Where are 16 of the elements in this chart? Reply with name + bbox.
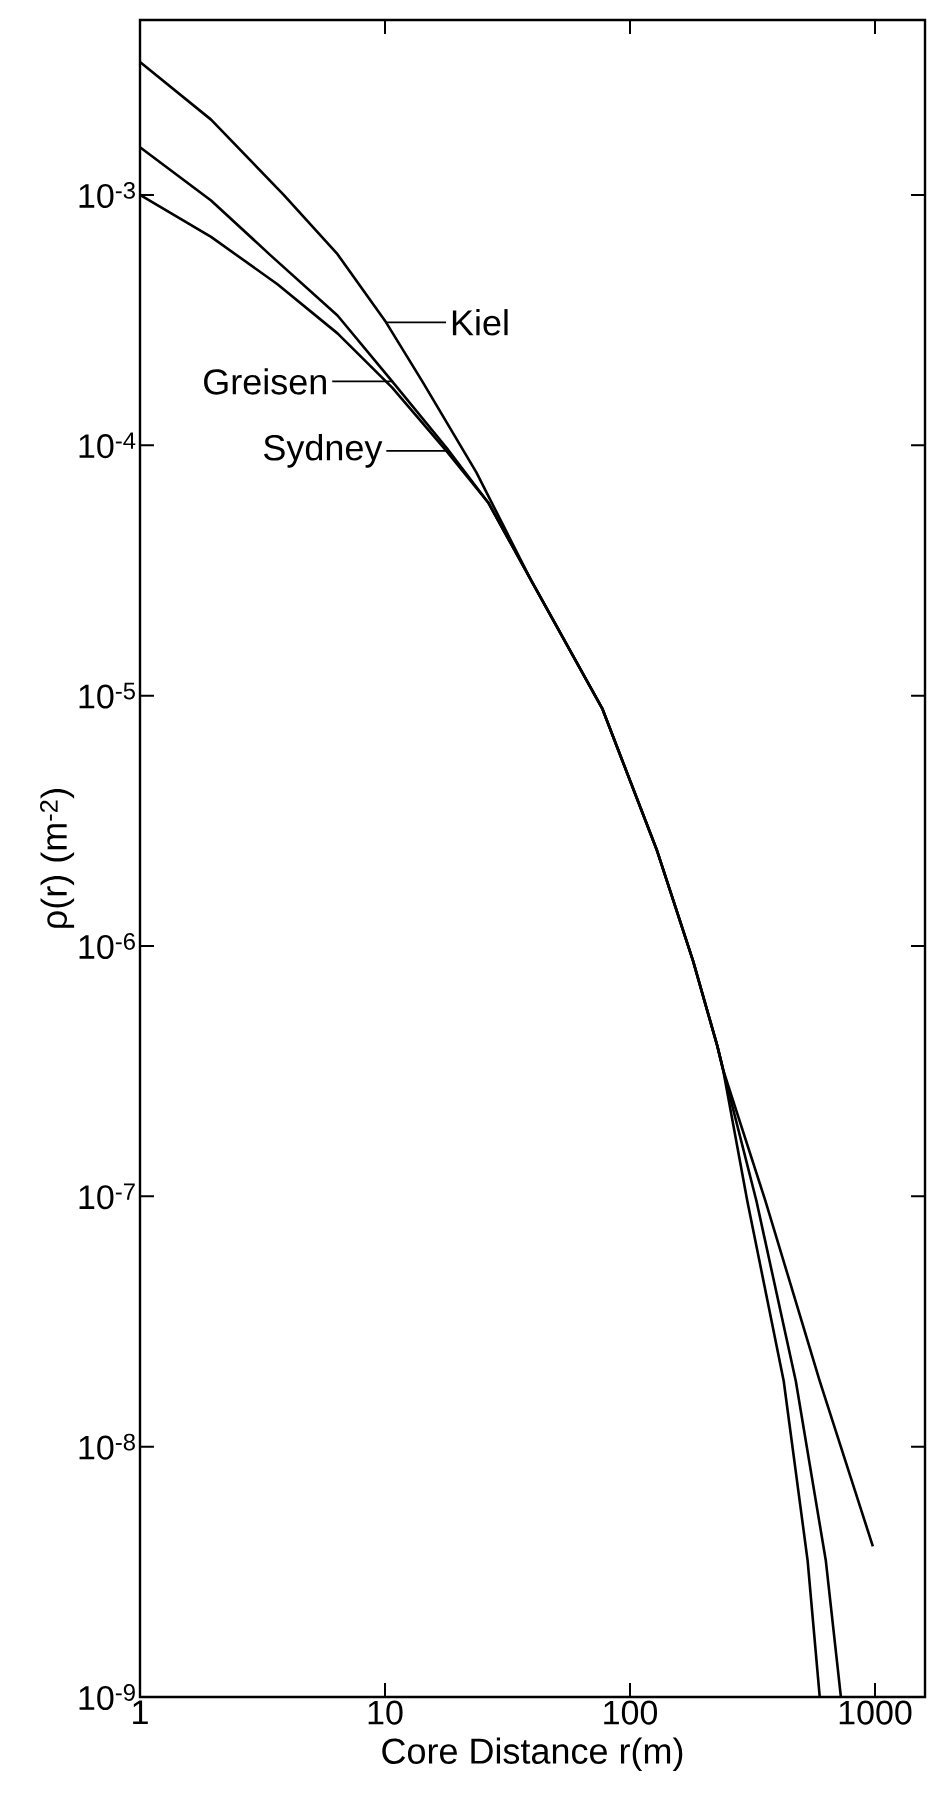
y-tick-label: 10$^{-6}$: [79, 933, 135, 959]
y-axis-title: ρ(r) (m$^{-2}$): [40, 789, 75, 928]
x-axis-title: Core Distance r(m): [382, 1737, 683, 1772]
y-tick-label: 10$^{-4}$: [79, 432, 136, 459]
x-tick-label: 1: [133, 1700, 148, 1724]
x-tick-label: 10: [368, 1700, 403, 1725]
y-tick-label: 10$^{-8}$: [79, 1433, 135, 1460]
legend-label: Greisen: [204, 368, 326, 395]
y-tick-label: 10$^{-3}$: [79, 181, 135, 208]
y-tick-label: 10$^{-9}$: [79, 1684, 135, 1711]
y-tick-label: 10$^{-7}$: [79, 1183, 135, 1210]
y-tick-label: 10$^{-5}$: [79, 682, 135, 709]
x-tick-label: 1000: [839, 1700, 912, 1725]
series-label: Kiel: [452, 309, 508, 336]
x-tick-label: 100: [604, 1700, 658, 1725]
legend-label: Sydney: [264, 434, 383, 468]
